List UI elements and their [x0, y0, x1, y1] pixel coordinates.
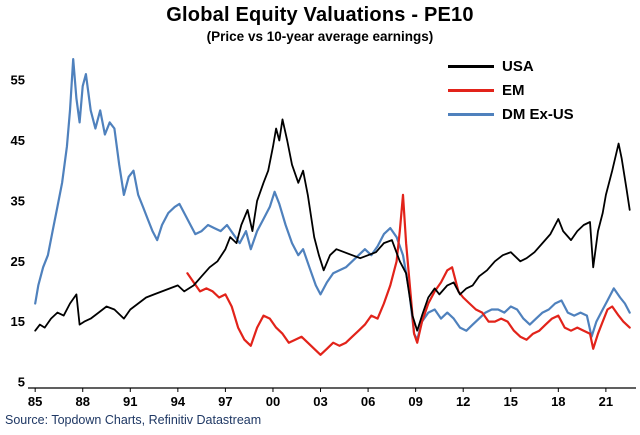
- svg-text:45: 45: [11, 133, 25, 148]
- svg-text:15: 15: [11, 314, 25, 329]
- usa-line-swatch: [448, 65, 494, 68]
- svg-text:88: 88: [75, 394, 89, 409]
- svg-text:21: 21: [599, 394, 613, 409]
- legend-item-dm-ex-us: DM Ex-US: [448, 106, 574, 123]
- chart-title: Global Equity Valuations - PE10: [166, 4, 474, 26]
- svg-text:00: 00: [266, 394, 280, 409]
- svg-text:18: 18: [551, 394, 565, 409]
- svg-text:06: 06: [361, 394, 375, 409]
- legend-label-dm-ex-us: DM Ex-US: [502, 106, 574, 123]
- legend-item-usa: USA: [448, 58, 574, 75]
- legend-label-em: EM: [502, 82, 525, 99]
- svg-text:03: 03: [313, 394, 327, 409]
- em-line-swatch: [448, 89, 494, 92]
- svg-text:91: 91: [123, 394, 137, 409]
- svg-text:97: 97: [218, 394, 232, 409]
- legend-item-em: EM: [448, 82, 574, 99]
- svg-text:15: 15: [504, 394, 518, 409]
- svg-text:55: 55: [11, 73, 25, 88]
- svg-text:94: 94: [171, 394, 186, 409]
- svg-text:35: 35: [11, 193, 25, 208]
- svg-text:85: 85: [28, 394, 42, 409]
- svg-text:5: 5: [18, 374, 25, 389]
- svg-text:09: 09: [408, 394, 422, 409]
- svg-text:12: 12: [456, 394, 470, 409]
- source-note: Source: Topdown Charts, Refinitiv Datast…: [5, 413, 262, 427]
- legend: USA EM DM Ex-US: [448, 58, 574, 123]
- chart-subtitle: (Price vs 10-year average earnings): [206, 29, 434, 44]
- svg-text:25: 25: [11, 254, 25, 269]
- legend-label-usa: USA: [502, 58, 534, 75]
- dm-ex-us-line-swatch: [448, 113, 494, 116]
